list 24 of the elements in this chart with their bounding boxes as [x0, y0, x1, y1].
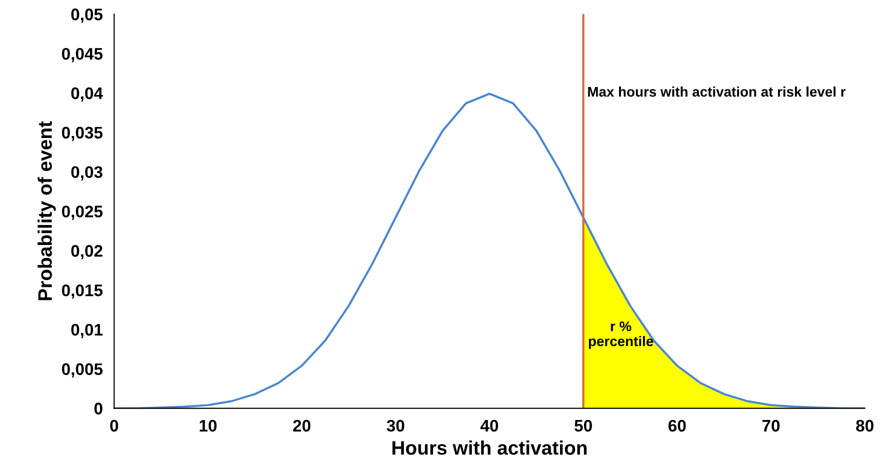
x-tick-label: 80: [856, 420, 874, 432]
y-tick-label: 0,01: [71, 324, 103, 338]
x-tick-label: 40: [480, 420, 498, 432]
y-tick-label: 0: [94, 402, 102, 414]
x-tick-label: 10: [200, 420, 217, 432]
ref-line-label: Max hours with activation at risk level r: [588, 86, 846, 97]
x-tick-label: 50: [574, 420, 592, 432]
x-tick-label: 0: [110, 420, 118, 432]
y-tick-label: 0,035: [62, 126, 103, 142]
x-tick-label: 20: [293, 420, 310, 432]
y-tick-label: 0,005: [62, 363, 103, 378]
annotation: r % percentile: [588, 321, 654, 349]
x-axis-title: Hours with activation: [392, 440, 587, 455]
y-tick-label: 0,05: [71, 8, 103, 23]
y-tick-label: 0,03: [71, 166, 102, 180]
x-tick-label: 30: [386, 420, 404, 432]
x-tick-label: 60: [668, 420, 686, 432]
y-tick-label: 0,045: [62, 48, 103, 62]
y-tick-label: 0,02: [71, 245, 102, 260]
y-tick-label: 0,04: [71, 87, 103, 102]
y-tick-label: 0,015: [62, 284, 103, 299]
y-tick-label: 0,025: [62, 206, 103, 220]
y-axis-title: Probability of event: [38, 121, 56, 300]
x-tick-label: 70: [762, 420, 780, 432]
